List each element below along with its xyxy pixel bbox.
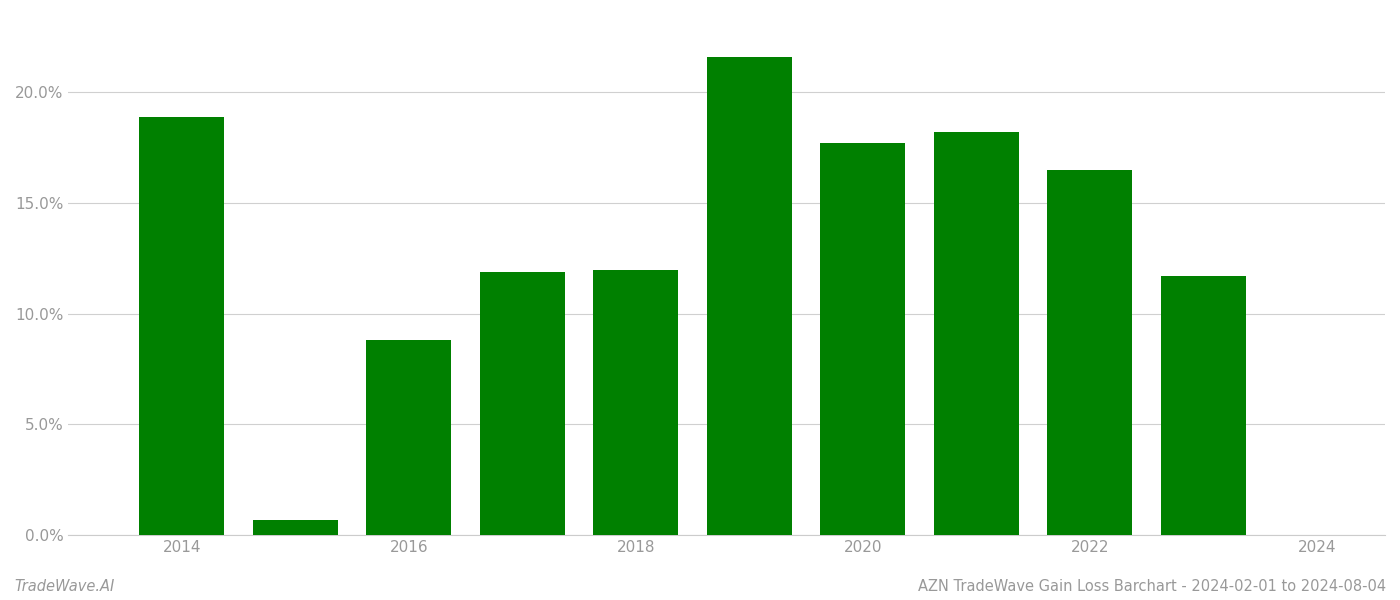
Bar: [707, 57, 792, 535]
Bar: [252, 520, 337, 535]
Text: AZN TradeWave Gain Loss Barchart - 2024-02-01 to 2024-08-04: AZN TradeWave Gain Loss Barchart - 2024-…: [918, 579, 1386, 594]
Bar: [934, 133, 1019, 535]
Bar: [820, 143, 906, 535]
Bar: [1161, 276, 1246, 535]
Bar: [367, 340, 451, 535]
Bar: [594, 269, 679, 535]
Bar: [480, 272, 564, 535]
Bar: [1047, 170, 1133, 535]
Bar: [139, 117, 224, 535]
Text: TradeWave.AI: TradeWave.AI: [14, 579, 115, 594]
